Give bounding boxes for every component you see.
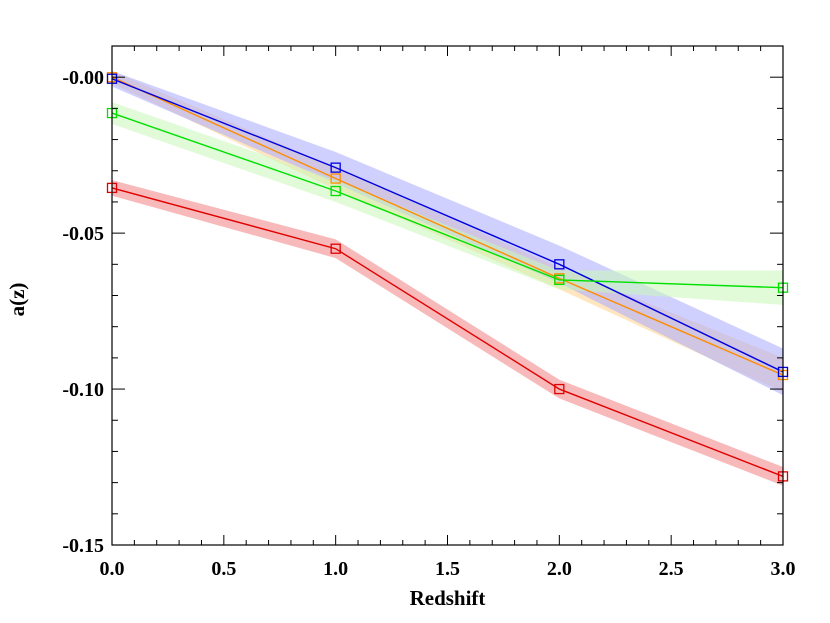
marker-orange: [330, 173, 341, 184]
x-tick-label: 1.5: [435, 558, 460, 580]
y-tick-label: -0.05: [62, 223, 104, 245]
marker-blue: [554, 259, 565, 270]
x-tick-label: 0.5: [211, 558, 236, 580]
line-orange: [111, 76, 784, 376]
confidence-bands: [112, 70, 783, 486]
line-green: [111, 112, 784, 289]
marker-red: [330, 243, 341, 254]
band-green: [112, 102, 783, 305]
y-axis-title: a(z): [5, 283, 29, 317]
x-tick-label: 2.0: [547, 558, 572, 580]
marker-red: [554, 383, 565, 395]
series-lines: [111, 76, 784, 478]
y-tick-labels: -0.00 -0.05 -0.10 -0.15: [62, 67, 104, 557]
y-tick-label: -0.10: [62, 379, 104, 401]
x-tick-label: 2.5: [659, 558, 684, 580]
x-tick-label: 1.0: [323, 558, 348, 580]
y-tick-label: -0.00: [62, 67, 104, 89]
x-tick-label: 0.0: [100, 558, 125, 580]
line-red: [111, 187, 784, 478]
marker-green: [330, 185, 341, 197]
line-blue: [111, 78, 784, 373]
marker-green: [554, 274, 565, 286]
band-red: [112, 180, 783, 486]
axis-ticks: [111, 45, 784, 546]
x-tick-labels: 0.0 0.5 1.0 1.5 2.0 2.5 3.0: [100, 558, 796, 580]
y-tick-label: -0.15: [62, 535, 104, 557]
x-tick-label: 3.0: [771, 558, 796, 580]
marker-blue: [330, 162, 341, 173]
x-axis-title: Redshift: [410, 586, 486, 610]
